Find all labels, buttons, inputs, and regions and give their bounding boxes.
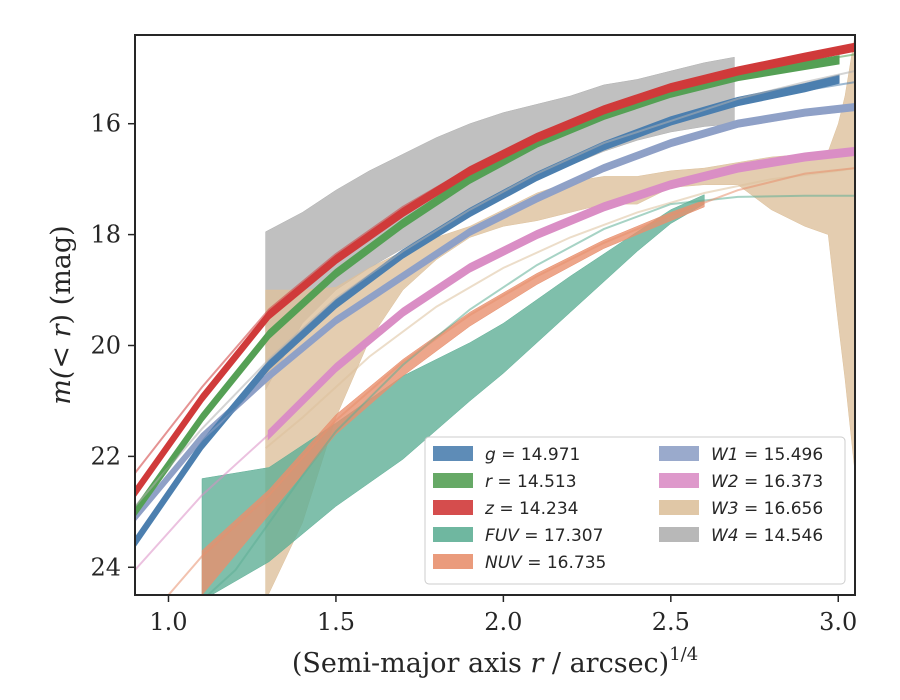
model-line-r bbox=[135, 53, 855, 516]
legend-entry-r: r = 14.513 bbox=[485, 472, 577, 492]
x-tick-label: 2.5 bbox=[652, 608, 690, 636]
model-line-nuv bbox=[167, 167, 855, 595]
model-line-g bbox=[135, 81, 855, 546]
x-tick-label: 3.0 bbox=[819, 608, 857, 636]
model-line-layer bbox=[135, 45, 855, 595]
legend-entry-fuv: FUV = 17.307 bbox=[485, 526, 603, 546]
legend-swatch-g bbox=[433, 446, 473, 461]
y-axis: 16 18 20 22 24 bbox=[90, 110, 135, 581]
band-z bbox=[135, 42, 855, 498]
x-axis: 1.0 1.5 2.0 2.5 3.0 bbox=[149, 595, 857, 636]
plot-frame bbox=[134, 34, 856, 596]
legend-entry-w1: W1 = 15.496 bbox=[711, 445, 823, 465]
legend-swatch-fuv bbox=[433, 527, 473, 542]
x-tick-label: 1.0 bbox=[149, 608, 187, 636]
legend-box bbox=[424, 436, 846, 585]
legend-entry-w2: W2 = 16.373 bbox=[711, 472, 823, 492]
y-axis-label: m(< r) (mag) bbox=[46, 225, 77, 404]
y-tick-label: 24 bbox=[90, 553, 121, 581]
legend-swatch-w2 bbox=[659, 473, 699, 488]
y-tick-label: 18 bbox=[90, 221, 121, 249]
legend-entry-w3: W3 = 16.656 bbox=[711, 499, 823, 519]
model-line-w4 bbox=[135, 70, 855, 507]
legend-entry-g: g = 14.971 bbox=[485, 445, 580, 465]
legend-entry-w4: W4 = 14.546 bbox=[711, 526, 823, 546]
legend-swatch-nuv bbox=[433, 554, 473, 569]
x-axis-label: (Semi-major axis r / arcsec)1/4 bbox=[292, 644, 698, 679]
y-tick-label: 22 bbox=[90, 442, 121, 470]
x-tick-label: 2.0 bbox=[484, 608, 522, 636]
legend-swatch-w1 bbox=[659, 446, 699, 461]
legend-entry-nuv: NUV = 16.735 bbox=[485, 553, 606, 573]
legend-items: g = 14.971 r = 14.513 z = 14.234 FUV = 17.3… bbox=[433, 445, 823, 573]
model-line-z bbox=[135, 45, 855, 474]
y-tick-label: 16 bbox=[90, 110, 121, 138]
legend-swatch-w4 bbox=[659, 527, 699, 542]
legend: g = 14.971 r = 14.513 z = 14.234 FUV = 17.3… bbox=[424, 436, 846, 585]
model-line-fuv bbox=[206, 194, 855, 595]
model-line-w2 bbox=[135, 150, 855, 571]
legend-entry-z: z = 14.234 bbox=[484, 499, 578, 519]
legend-swatch-z bbox=[433, 500, 473, 515]
model-line-w1 bbox=[135, 108, 855, 521]
x-tick-label: 1.5 bbox=[317, 608, 355, 636]
y-tick-label: 20 bbox=[90, 331, 121, 359]
legend-swatch-r bbox=[433, 473, 473, 488]
legend-swatch-w3 bbox=[659, 500, 699, 515]
band-nuv bbox=[201, 199, 705, 595]
